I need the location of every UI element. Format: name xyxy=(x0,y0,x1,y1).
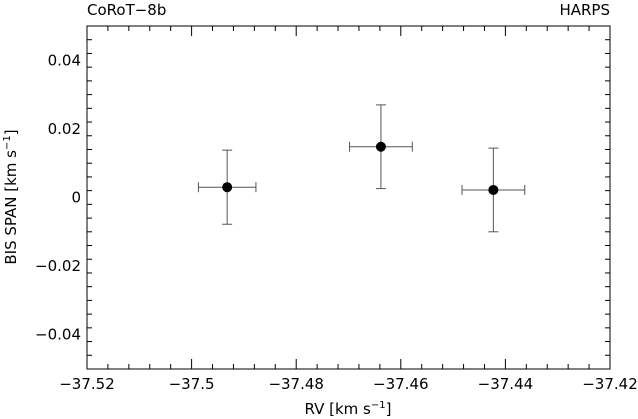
x-axis-label-main: RV [km s xyxy=(305,400,372,418)
ticks xyxy=(86,25,611,370)
plot-frame xyxy=(86,25,611,370)
tick-labels: −37.52 −37.5 −37.48 −37.46 −37.44 −37.42 0.04 0… xyxy=(35,51,638,393)
corner-label-left: CoRoT−8b xyxy=(87,1,166,19)
x-tick-label: −37.5 xyxy=(169,375,215,393)
y-axis-label-main: BIS SPAN [km s xyxy=(2,150,20,265)
y-tick-label: 0 xyxy=(71,189,81,207)
x-tick-label: −37.44 xyxy=(478,375,534,393)
x-tick-label: −37.48 xyxy=(268,375,324,393)
data-points xyxy=(197,104,526,233)
data-point xyxy=(222,182,233,193)
x-axis-label: RV [km s−1] xyxy=(305,400,392,418)
y-tick-label: −0.02 xyxy=(35,257,81,275)
x-tick-label: −37.52 xyxy=(59,375,115,393)
y-tick-label: 0.04 xyxy=(48,51,81,69)
data-point xyxy=(375,141,386,152)
y-tick-label: 0.02 xyxy=(48,120,81,138)
y-tick-label: −0.04 xyxy=(35,326,81,344)
x-axis-label-sup: −1 xyxy=(371,400,386,411)
x-tick-label: −37.46 xyxy=(373,375,429,393)
y-axis-label: BIS SPAN [km s−1] xyxy=(2,129,20,264)
x-axis-label-end: ] xyxy=(386,400,392,418)
y-axis-label-end: ] xyxy=(2,129,20,135)
data-point xyxy=(488,184,499,195)
y-axis-label-sup: −1 xyxy=(2,135,13,150)
x-tick-label: −37.42 xyxy=(582,375,638,393)
corner-label-right: HARPS xyxy=(559,1,610,19)
